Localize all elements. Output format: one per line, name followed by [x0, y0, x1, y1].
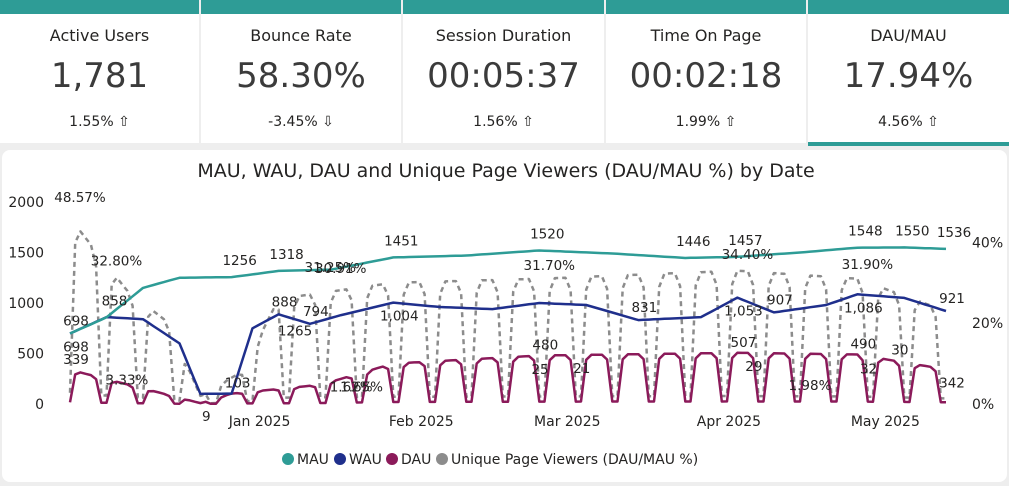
data-label-ratio: 34.40% — [722, 247, 774, 263]
chart-title: MAU, WAU, DAU and Unique Page Viewers (D… — [197, 160, 814, 182]
legend-marker — [334, 453, 346, 465]
data-label-dau: 9 — [202, 409, 211, 425]
x-tick-label: May 2025 — [851, 414, 920, 430]
x-tick-label: Feb 2025 — [389, 414, 454, 430]
data-label-mau: 1318 — [269, 247, 303, 263]
y-right-tick-label: 0% — [972, 397, 994, 413]
kpi-value: 17.94% — [843, 56, 974, 96]
kpi-row: Active Users 1,781 1.55% ⇧ Bounce Rate 5… — [0, 0, 1009, 146]
kpi-label: DAU/MAU — [870, 26, 947, 45]
data-label-mau: 1446 — [676, 234, 710, 250]
kpi-card-active-users[interactable]: Active Users 1,781 1.55% ⇧ — [0, 0, 199, 143]
y-right-tick-label: 20% — [972, 316, 1003, 332]
kpi-label: Session Duration — [435, 26, 572, 45]
data-label-dau: 21 — [573, 361, 590, 377]
data-label-dau: 25 — [531, 362, 548, 378]
data-label-dau: 29 — [745, 359, 762, 375]
data-label-wau: 831 — [631, 300, 657, 316]
data-label-dau: 339 — [63, 352, 89, 368]
legend-label: WAU — [349, 452, 382, 468]
kpi-label: Active Users — [49, 26, 150, 45]
kpi-delta: 1.55% ⇧ — [69, 114, 130, 130]
legend-marker — [436, 453, 448, 465]
legend-marker — [386, 453, 398, 465]
line-chart: MAU, WAU, DAU and Unique Page Viewers (D… — [8, 160, 1003, 468]
data-label-ratio: 48.57% — [54, 190, 106, 206]
series-line-wau — [69, 293, 947, 396]
data-label-mau: 1536 — [937, 225, 971, 241]
kpi-value: 58.30% — [236, 56, 366, 96]
kpi-value: 1,781 — [50, 56, 149, 96]
data-label-mau: 1550 — [895, 223, 929, 239]
series-line-mau — [69, 246, 947, 335]
kpi-value: 00:02:18 — [629, 56, 783, 96]
data-label-ratio: 1.98% — [789, 378, 832, 394]
x-tick-label: Jan 2025 — [228, 414, 291, 430]
kpi-card-bounce-rate[interactable]: Bounce Rate 58.30% -3.45% ⇩ — [201, 0, 401, 143]
kpi-card-session-duration[interactable]: Session Duration 00:05:37 1.56% ⇧ — [403, 0, 604, 143]
legend-marker — [282, 453, 294, 465]
data-label-dau: 480 — [532, 338, 558, 354]
y-left-tick-label: 1000 — [8, 296, 44, 312]
data-label-dau: 490 — [850, 337, 876, 353]
data-label-wau: 1,004 — [380, 309, 419, 325]
data-label-ratio: 31.70% — [524, 258, 576, 274]
data-label-mau: 1256 — [222, 253, 256, 269]
kpi-label: Bounce Rate — [250, 26, 352, 45]
kpi-delta: 1.99% ⇧ — [675, 114, 737, 130]
data-label-dau: 103 — [225, 376, 251, 392]
data-label-wau: 907 — [767, 292, 793, 308]
x-tick-label: Apr 2025 — [697, 414, 761, 430]
series-layer — [68, 230, 947, 406]
data-label-ratio: 31.90% — [842, 257, 894, 273]
data-label-mau: 1520 — [530, 226, 564, 242]
x-axis: Jan 2025 Feb 2025 Mar 2025 Apr 2025 May 2025 — [228, 414, 920, 430]
kpi-delta: -3.45% ⇩ — [268, 114, 334, 130]
y-axis-right: 0% 20% 40% — [972, 235, 1003, 413]
kpi-label: Time On Page — [650, 26, 762, 45]
data-label-dau: 32 — [860, 361, 877, 377]
y-left-tick-label: 1500 — [8, 246, 44, 262]
data-label-ratio: 31.25% — [305, 260, 357, 276]
legend-label: MAU — [297, 452, 329, 468]
data-label-mau: 1451 — [384, 233, 418, 249]
data-label-dau: 30 — [891, 343, 908, 359]
y-right-tick-label: 40% — [972, 235, 1003, 251]
data-label-wau: 888 — [272, 294, 298, 310]
data-label-wau: 921 — [939, 291, 965, 307]
x-tick-label: Mar 2025 — [534, 414, 601, 430]
legend: MAU WAU DAU Unique Page Viewers (DAU/MAU %) — [282, 452, 698, 468]
data-label-wau: 1265 — [278, 323, 312, 339]
selected-indicator — [808, 142, 1009, 146]
y-left-tick-label: 500 — [17, 347, 44, 363]
kpi-delta: 4.56% ⇧ — [878, 114, 939, 130]
y-left-tick-label: 2000 — [8, 195, 44, 211]
legend-label: DAU — [401, 452, 431, 468]
y-left-tick-label: 0 — [35, 397, 44, 413]
data-label-mau: 1457 — [728, 233, 762, 249]
data-label-ratio: 1.62% — [330, 379, 373, 395]
data-label-wau: 1,053 — [724, 304, 763, 320]
chart-card: MAU, WAU, DAU and Unique Page Viewers (D… — [2, 150, 1007, 482]
data-label-wau: 1,086 — [844, 300, 883, 316]
data-labels: 858 1256 1318 1451 1520 1446 1457 1548 1550 1536 6… — [54, 190, 971, 425]
data-label-dau: 507 — [731, 335, 757, 351]
series-line-dau — [68, 351, 947, 406]
data-label-mau: 858 — [102, 293, 128, 309]
data-label-wau: 698 — [63, 314, 89, 330]
kpi-card-dau-mau[interactable]: DAU/MAU 17.94% 4.56% ⇧ — [808, 0, 1009, 146]
data-label-dau: 342 — [939, 375, 965, 391]
kpi-card-time-on-page[interactable]: Time On Page 00:02:18 1.99% ⇧ — [606, 0, 806, 143]
data-label-ratio: 3.33% — [105, 373, 148, 389]
kpi-value: 00:05:37 — [427, 56, 580, 96]
data-label-wau: 698 — [63, 340, 89, 356]
legend-label: Unique Page Viewers (DAU/MAU %) — [451, 452, 698, 468]
data-label-ratio: 1.65% — [340, 379, 383, 395]
y-axis-left: 0 500 1000 1500 2000 — [8, 195, 44, 413]
data-label-ratio: 32.80% — [91, 253, 143, 269]
kpi-delta: 1.56% ⇧ — [473, 114, 534, 130]
data-label-wau: 794 — [303, 304, 329, 320]
data-label-mau: 1548 — [848, 224, 882, 240]
data-label-ratio: 30.91% — [315, 261, 367, 277]
